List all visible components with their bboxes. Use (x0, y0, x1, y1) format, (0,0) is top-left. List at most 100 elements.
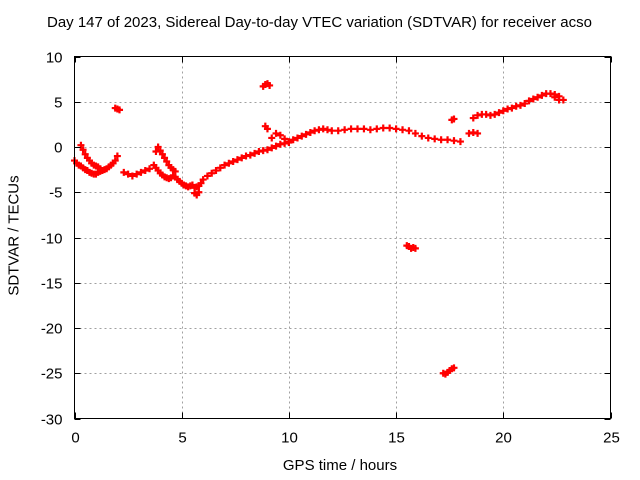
chart-title: Day 147 of 2023, Sidereal Day-to-day VTE… (47, 14, 592, 31)
x-axis-label: GPS time / hours (282, 457, 398, 474)
tick-layer: 0 5 10 15 20 25 10 5 0 -5 -10 -15 -20 -25 -30 (41, 50, 620, 447)
data-point (491, 110, 499, 118)
data-point (137, 168, 145, 176)
data-point (163, 157, 171, 165)
data-point (199, 176, 207, 184)
plot-frame (74, 56, 611, 419)
y-tick-label: -30 (41, 412, 63, 429)
data-point (268, 134, 276, 142)
data-point (289, 136, 297, 144)
data-point (111, 157, 119, 165)
y-tick-label: -5 (49, 185, 62, 202)
data-point (298, 132, 306, 140)
data-point (306, 129, 314, 137)
data-point (418, 132, 426, 140)
data-point (158, 150, 166, 158)
data-point (225, 159, 233, 167)
data-point (529, 95, 537, 103)
data-point (360, 125, 368, 133)
data-point (146, 165, 154, 173)
data-point (293, 134, 301, 142)
data-point (302, 130, 310, 138)
data-point (521, 100, 529, 108)
data-point (79, 146, 87, 154)
data-point (285, 138, 293, 146)
data-point (499, 107, 507, 115)
data-point (246, 151, 254, 159)
data-point (411, 244, 419, 252)
data-point (221, 161, 229, 169)
data-point (525, 97, 533, 105)
x-tick-label: 10 (281, 430, 298, 447)
x-tick-label: 15 (388, 430, 405, 447)
points-layer (71, 80, 567, 378)
y-tick-label: 0 (54, 140, 62, 157)
data-point (197, 179, 205, 187)
data-point (203, 172, 211, 180)
data-point (233, 156, 241, 164)
data-point (266, 81, 274, 89)
data-point (347, 125, 355, 133)
data-point (268, 144, 276, 152)
data-point (379, 124, 387, 132)
data-point (469, 114, 477, 122)
data-point (399, 126, 407, 134)
data-point (276, 131, 284, 139)
data-point (444, 136, 452, 144)
data-point (113, 152, 121, 160)
data-point (431, 135, 439, 143)
data-point (411, 129, 419, 137)
data-point (141, 167, 149, 175)
data-point (77, 141, 85, 149)
data-point (272, 142, 280, 150)
data-point (281, 135, 289, 143)
data-point (133, 170, 141, 178)
data-point (354, 125, 362, 133)
data-point (508, 104, 516, 112)
data-point (156, 147, 164, 155)
data-point (328, 127, 336, 135)
data-point (551, 93, 559, 101)
y-tick-label: 5 (54, 95, 62, 112)
data-point (334, 127, 342, 135)
data-point (120, 168, 128, 176)
data-point (534, 93, 542, 101)
y-tick-label: 10 (46, 50, 63, 67)
data-point (386, 124, 394, 132)
data-point (263, 146, 271, 154)
x-tick-label: 25 (603, 430, 620, 447)
y-tick-label: -10 (41, 231, 63, 248)
grid-layer (74, 56, 611, 419)
x-tick-label: 0 (71, 430, 79, 447)
y-tick-label: -15 (41, 276, 63, 293)
data-point (216, 164, 224, 172)
data-point (341, 126, 349, 134)
data-point (81, 150, 89, 158)
data-point (124, 170, 132, 178)
data-point (555, 96, 563, 104)
data-point (456, 138, 464, 146)
data-point (366, 126, 374, 134)
y-tick-label: -25 (41, 366, 63, 383)
data-point (229, 157, 237, 165)
data-point (450, 364, 458, 372)
data-point (516, 101, 524, 109)
data-point (171, 167, 179, 175)
data-point (128, 172, 136, 180)
data-point (195, 188, 203, 196)
data-point (263, 125, 271, 133)
data-point (392, 125, 400, 133)
data-point (538, 91, 546, 99)
data-point (450, 137, 458, 145)
data-point (272, 129, 280, 137)
data-point (405, 127, 413, 135)
data-point (437, 136, 445, 144)
data-point (450, 115, 458, 123)
data-point (373, 125, 381, 133)
x-tick-label: 5 (178, 430, 186, 447)
data-point (208, 169, 216, 177)
data-point (154, 143, 162, 151)
data-point (161, 154, 169, 162)
data-point (495, 109, 503, 117)
